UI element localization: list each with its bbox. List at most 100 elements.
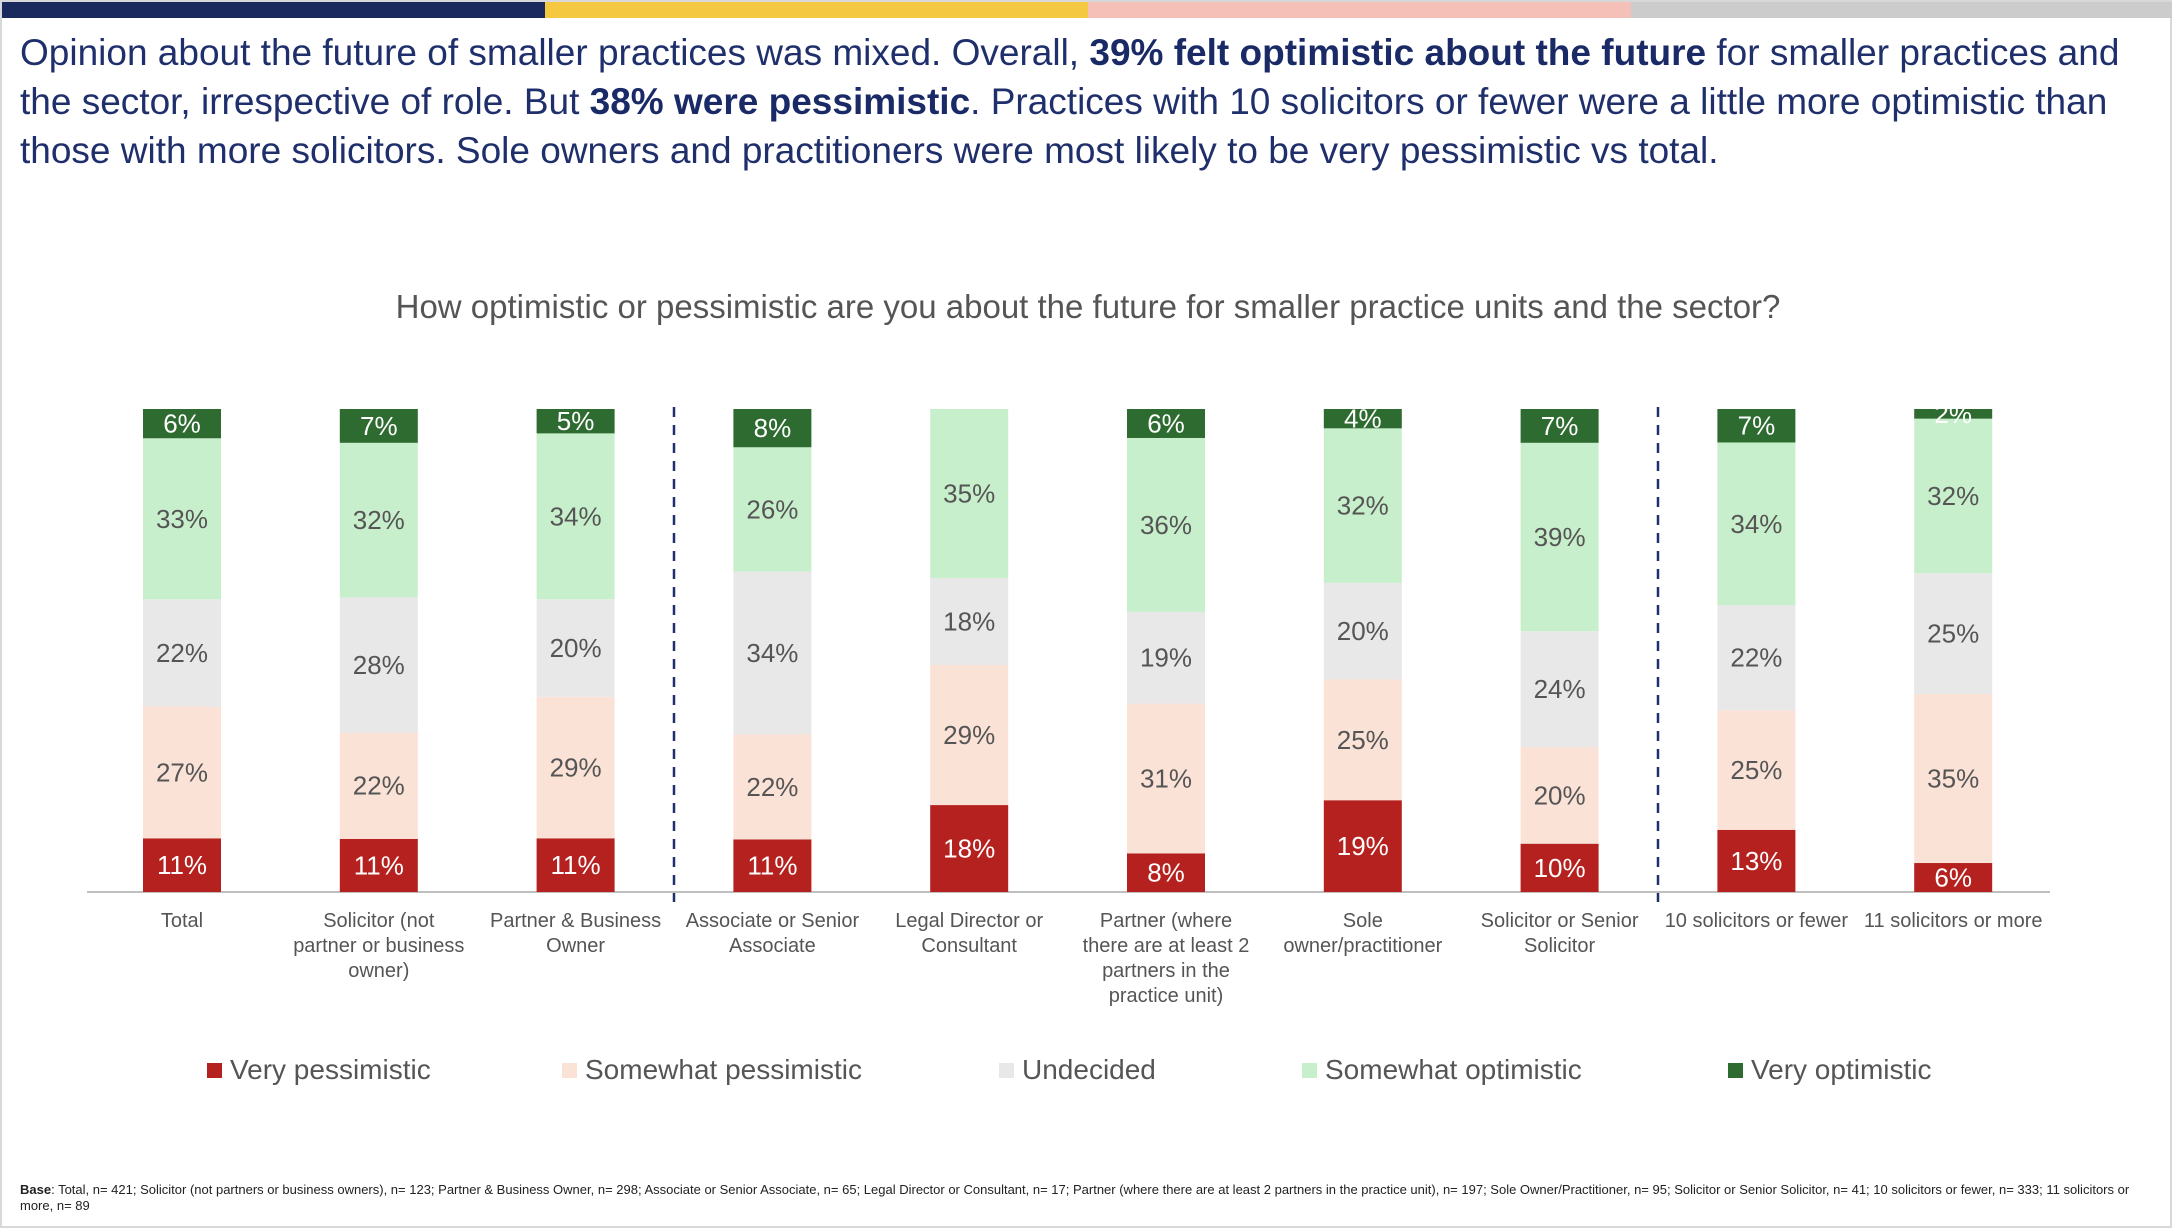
bar-segment: [1323, 582, 1402, 680]
bar-segment: [339, 442, 418, 598]
bar-segment: [536, 433, 615, 600]
bar-segment: [1914, 418, 1993, 574]
data-label: 34%: [1730, 509, 1782, 539]
data-label: 18%: [943, 834, 995, 864]
bar-segment: [143, 838, 221, 892]
bar-segment: [733, 447, 812, 572]
data-label: 20%: [1337, 616, 1389, 646]
data-label: 18%: [943, 607, 995, 637]
data-label: 13%: [1730, 846, 1782, 876]
legend-swatch: [1728, 1062, 1743, 1078]
headline: Opinion about the future of smaller prac…: [20, 28, 2150, 175]
data-label: 29%: [943, 720, 995, 750]
data-label: 22%: [156, 638, 208, 668]
bar-segment: [143, 409, 221, 439]
bar-segment: [536, 409, 615, 434]
data-label: 22%: [1730, 643, 1782, 673]
bar-segment: [1914, 863, 1993, 892]
data-label: 19%: [1140, 643, 1192, 673]
bar-segment: [1914, 693, 1993, 864]
data-label: 28%: [353, 650, 405, 680]
category-label: Sole: [1343, 910, 1383, 932]
data-label: 8%: [754, 413, 792, 443]
bar-segment: [1127, 703, 1205, 854]
data-label: 22%: [746, 772, 798, 802]
category-label: partners in the: [1102, 960, 1230, 982]
base-note-text: : Total, n= 421; Solicitor (not partners…: [20, 1182, 2130, 1213]
data-label: 32%: [1337, 491, 1389, 521]
data-label: 26%: [746, 494, 798, 524]
data-label: 32%: [1927, 481, 1979, 511]
bar-segment: [733, 839, 812, 892]
bar-segment: [733, 409, 812, 448]
data-label: 22%: [353, 771, 405, 801]
bar-segment: [1520, 409, 1599, 443]
category-label: there are at least 2: [1083, 935, 1250, 957]
bar-segment: [733, 734, 812, 840]
data-label: 34%: [746, 638, 798, 668]
bar-segment: [1323, 428, 1402, 583]
data-label: 32%: [353, 505, 405, 535]
legend-item: Very optimistic: [1728, 1054, 1932, 1086]
bar-segment: [1323, 679, 1402, 801]
bar-segment: [339, 597, 418, 733]
bar-segment: [1520, 631, 1599, 748]
data-label: 39%: [1534, 522, 1586, 552]
data-label: 4%: [1344, 404, 1382, 434]
data-label: 19%: [1337, 831, 1389, 861]
bar-segment: [1127, 409, 1205, 438]
data-label: 34%: [550, 501, 602, 531]
bar-segment: [1717, 710, 1796, 830]
data-label: 35%: [1927, 763, 1979, 793]
legend-swatch: [1302, 1062, 1317, 1078]
category-label: Solicitor (not: [323, 910, 435, 932]
legend-label: Undecided: [1022, 1054, 1156, 1085]
category-label: Legal Director or: [895, 910, 1043, 932]
chart-title: How optimistic or pessimistic are you ab…: [395, 288, 1781, 325]
category-label: Solicitor or Senior: [1481, 910, 1639, 932]
legend-swatch: [207, 1062, 222, 1078]
top-color-bar: [2, 2, 2172, 18]
bar-segment: [536, 838, 615, 892]
bar-segment: [930, 578, 1009, 665]
bar-segment: [1717, 829, 1796, 892]
bar-segment: [536, 599, 615, 697]
data-label: 10%: [1534, 853, 1586, 883]
data-label: 25%: [1337, 725, 1389, 755]
category-label: owner/practitioner: [1283, 935, 1442, 957]
data-label: 7%: [1738, 411, 1776, 441]
bar-segment: [1520, 843, 1599, 892]
legend-label: Somewhat optimistic: [1325, 1054, 1582, 1085]
data-label: 5%: [557, 406, 595, 436]
data-label: 11%: [157, 850, 207, 880]
legend-swatch: [999, 1062, 1014, 1078]
bar-segment: [1127, 853, 1205, 892]
headline-part-3: . Practices with 10 solicitors or fewer …: [20, 81, 2108, 171]
category-label: Partner & Business: [490, 910, 661, 932]
top-bar-segment-yellow: [545, 2, 1088, 18]
category-label: Associate or Senior: [686, 910, 860, 932]
headline-part-2: for smaller practices and the sector, ir…: [20, 32, 2120, 122]
data-label: 20%: [1534, 780, 1586, 810]
data-label: 7%: [1541, 411, 1579, 441]
bar-segment: [1323, 800, 1402, 892]
bar-segment: [1520, 747, 1599, 844]
data-label: 20%: [550, 633, 602, 663]
data-label: 2%: [1934, 399, 1972, 429]
category-label: Associate: [729, 935, 816, 957]
category-label: Total: [161, 910, 203, 932]
data-label: 25%: [1730, 755, 1782, 785]
headline-bold-1: 39% felt optimistic about the future: [1089, 32, 1707, 73]
category-label: Solicitor: [1524, 935, 1595, 957]
bar-segment: [1323, 409, 1402, 429]
data-label: 35%: [943, 479, 995, 509]
bar-segment: [733, 571, 812, 735]
base-note-label: Base: [20, 1182, 52, 1197]
bar-segment: [1914, 409, 1993, 419]
legend-item: Very pessimistic: [207, 1054, 431, 1086]
data-label: 33%: [156, 504, 208, 534]
bar-segment: [1127, 437, 1205, 612]
headline-part-1: Opinion about the future of smaller prac…: [20, 32, 1090, 73]
bar-segment: [930, 805, 1009, 892]
data-label: 36%: [1140, 510, 1192, 540]
